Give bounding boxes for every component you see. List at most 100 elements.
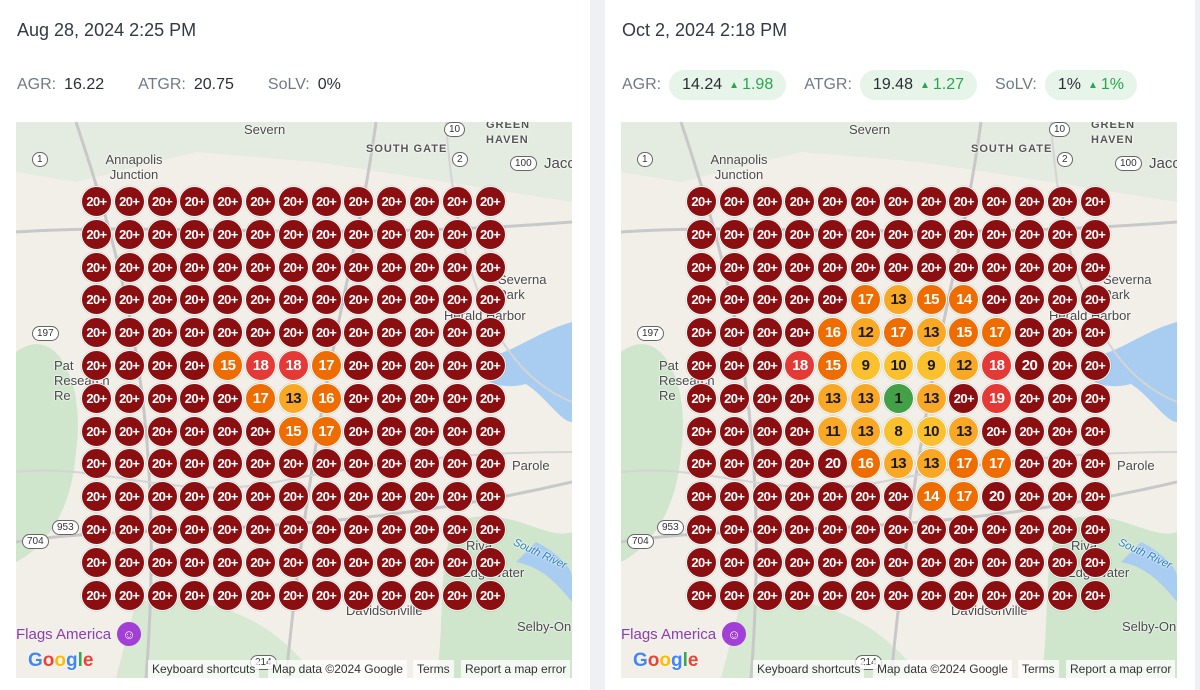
rank-pin[interactable]: 20+: [474, 186, 506, 217]
rank-pin[interactable]: 20+: [474, 415, 506, 447]
rank-pin[interactable]: 20: [817, 448, 849, 480]
rank-pin[interactable]: 20+: [915, 251, 947, 283]
rank-pin[interactable]: 20+: [751, 579, 783, 611]
rank-pin[interactable]: 20+: [409, 514, 440, 545]
rank-pin[interactable]: 20+: [409, 350, 440, 381]
rank-pin[interactable]: 20+: [474, 251, 506, 283]
rank-pin[interactable]: 20+: [146, 481, 178, 513]
rank-pin[interactable]: 20+: [409, 284, 440, 316]
rank-pin[interactable]: 20+: [245, 546, 276, 578]
rank-pin[interactable]: 20+: [784, 579, 816, 611]
rank-pin[interactable]: 20+: [113, 251, 145, 283]
map-poi-flags-america[interactable]: Flags America ☺: [16, 622, 142, 646]
rank-pin[interactable]: 20+: [409, 579, 440, 611]
rank-pin[interactable]: 20+: [376, 218, 408, 250]
rank-pin[interactable]: 20+: [212, 382, 244, 414]
rank-pin[interactable]: 20+: [212, 514, 244, 545]
rank-pin[interactable]: 20+: [441, 382, 473, 414]
rank-pin[interactable]: 20+: [343, 317, 375, 349]
rank-pin[interactable]: 20+: [343, 186, 375, 217]
rank-pin[interactable]: 20+: [1046, 350, 1078, 381]
rank-pin[interactable]: 20+: [817, 218, 849, 250]
rank-pin[interactable]: 14: [915, 481, 947, 513]
report-map-error-link[interactable]: Report a map error: [1066, 660, 1176, 678]
rank-pin[interactable]: 20+: [409, 546, 440, 578]
rank-pin[interactable]: 20+: [718, 251, 750, 283]
rank-pin[interactable]: 1: [882, 382, 914, 414]
rank-pin[interactable]: 20+: [718, 218, 750, 250]
rank-pin[interactable]: 20+: [1046, 317, 1078, 349]
rank-pin[interactable]: 20+: [245, 514, 276, 545]
rank-pin[interactable]: 12: [850, 317, 881, 349]
rank-pin[interactable]: 20+: [179, 251, 211, 283]
rank-pin[interactable]: 20+: [81, 186, 112, 217]
rank-pin[interactable]: 20+: [245, 579, 276, 611]
rank-pin[interactable]: 20+: [179, 350, 211, 381]
rank-pin[interactable]: 20+: [718, 579, 750, 611]
rank-pin[interactable]: 20+: [179, 448, 211, 480]
rank-pin[interactable]: 20+: [146, 382, 178, 414]
rank-pin[interactable]: 20+: [850, 514, 881, 545]
rank-pin[interactable]: 20+: [751, 284, 783, 316]
rank-pin[interactable]: 20+: [981, 415, 1013, 447]
rank-pin[interactable]: 20+: [1079, 350, 1111, 381]
rank-pin[interactable]: 17: [948, 481, 980, 513]
rank-pin[interactable]: 20+: [212, 284, 244, 316]
rank-pin[interactable]: 20+: [441, 579, 473, 611]
rank-pin[interactable]: 20+: [686, 317, 717, 349]
rank-pin[interactable]: 20+: [817, 284, 849, 316]
rank-pin[interactable]: 20+: [376, 186, 408, 217]
rank-pin[interactable]: 20+: [81, 218, 112, 250]
rank-pin[interactable]: 20+: [146, 579, 178, 611]
rank-pin[interactable]: 20+: [915, 514, 947, 545]
rank-pin[interactable]: 20+: [310, 284, 342, 316]
rank-pin[interactable]: 20+: [277, 514, 309, 545]
rank-pin[interactable]: 9: [915, 350, 947, 381]
rank-pin[interactable]: 16: [310, 382, 342, 414]
rank-pin[interactable]: 16: [850, 448, 881, 480]
rank-pin[interactable]: 20+: [212, 546, 244, 578]
rank-pin[interactable]: 20+: [718, 284, 750, 316]
rank-pin[interactable]: 10: [882, 350, 914, 381]
rank-pin[interactable]: 20+: [1079, 382, 1111, 414]
rank-pin[interactable]: 20+: [981, 218, 1013, 250]
rank-pin[interactable]: 20+: [212, 251, 244, 283]
rank-pin[interactable]: 20+: [245, 317, 276, 349]
rank-pin[interactable]: 20+: [81, 284, 112, 316]
rank-pin[interactable]: 20+: [409, 317, 440, 349]
rank-pin[interactable]: 20+: [179, 514, 211, 545]
rank-pin[interactable]: 20+: [882, 218, 914, 250]
rank-pin[interactable]: 17: [310, 415, 342, 447]
rank-pin[interactable]: 20+: [1079, 481, 1111, 513]
rank-pin[interactable]: 20+: [1014, 218, 1045, 250]
rank-pin[interactable]: 14: [948, 284, 980, 316]
rank-pin[interactable]: 20+: [441, 218, 473, 250]
rank-pin[interactable]: 20+: [948, 546, 980, 578]
rank-pin[interactable]: 13: [882, 448, 914, 480]
keyboard-shortcuts-link[interactable]: Keyboard shortcuts: [753, 660, 865, 678]
rank-pin[interactable]: 13: [850, 382, 881, 414]
rank-pin[interactable]: 20+: [409, 218, 440, 250]
rank-pin[interactable]: 20+: [817, 186, 849, 217]
rank-pin[interactable]: 20+: [1046, 186, 1078, 217]
google-logo[interactable]: Google: [633, 650, 699, 671]
rank-pin[interactable]: 20+: [376, 579, 408, 611]
rank-pin[interactable]: 20+: [343, 448, 375, 480]
rank-pin[interactable]: 20+: [212, 415, 244, 447]
rank-pin[interactable]: 20+: [751, 350, 783, 381]
rank-pin[interactable]: 20+: [376, 481, 408, 513]
rank-pin[interactable]: 20+: [179, 382, 211, 414]
rank-pin[interactable]: 20+: [310, 579, 342, 611]
rank-pin[interactable]: 20+: [81, 481, 112, 513]
rank-pin[interactable]: 20+: [441, 186, 473, 217]
rank-pin[interactable]: 9: [850, 350, 881, 381]
rank-pin[interactable]: 20+: [343, 218, 375, 250]
rank-pin[interactable]: 20+: [686, 382, 717, 414]
rank-pin[interactable]: 20+: [850, 546, 881, 578]
rank-pin[interactable]: 20+: [441, 415, 473, 447]
rank-pin[interactable]: 20+: [686, 514, 717, 545]
rank-pin[interactable]: 20+: [376, 251, 408, 283]
rank-pin[interactable]: 20+: [212, 579, 244, 611]
rank-pin[interactable]: 20+: [981, 514, 1013, 545]
rank-pin[interactable]: 20+: [850, 579, 881, 611]
